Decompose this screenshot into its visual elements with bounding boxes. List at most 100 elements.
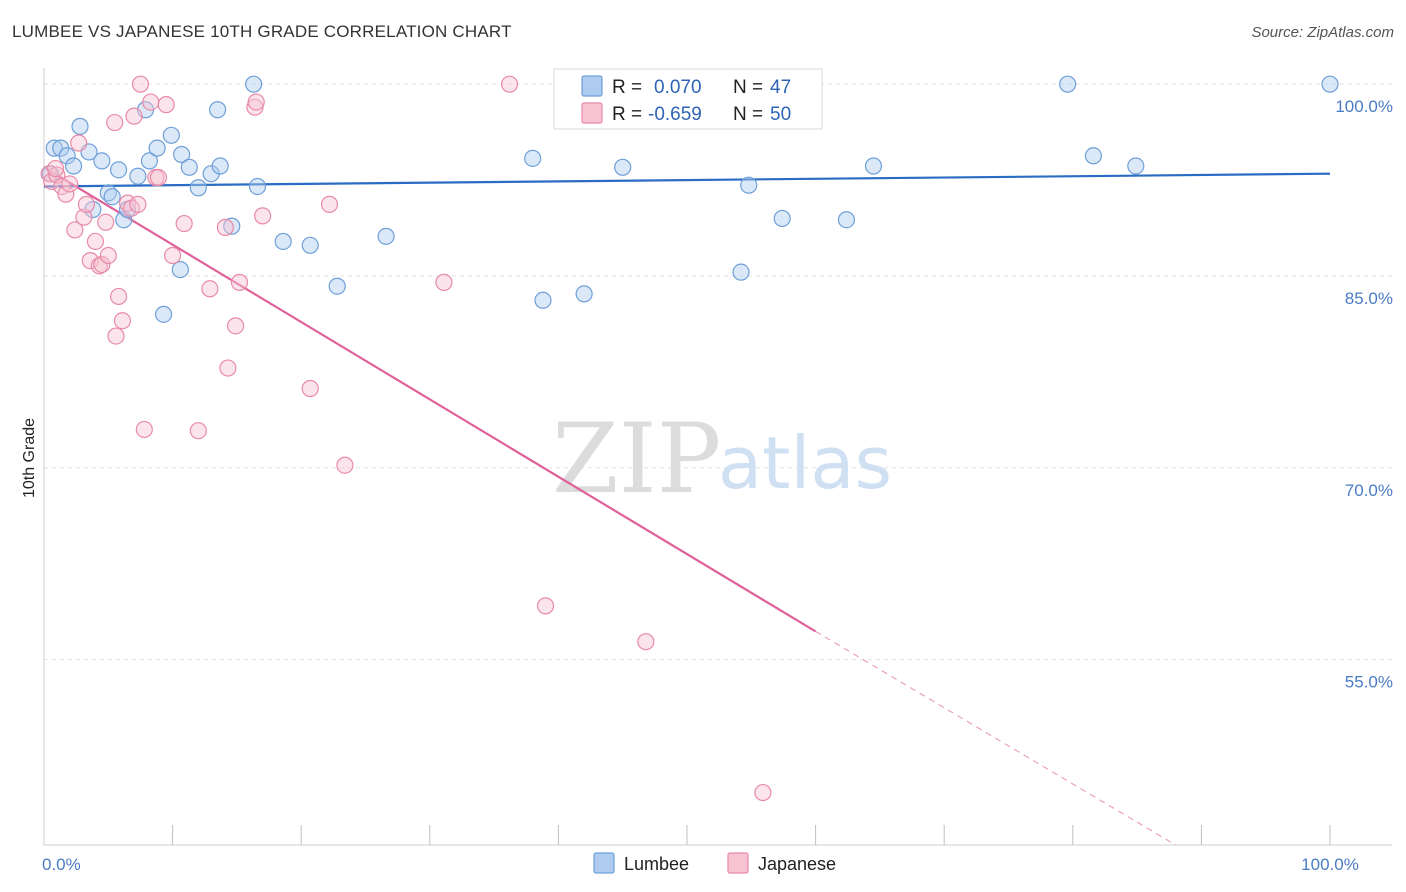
- correlation-legend: R = 0.070 N = 47 R = -0.659 N = 50: [553, 68, 823, 130]
- source-credit: Source: ZipAtlas.com: [1251, 24, 1394, 41]
- data-point-japanese: [70, 134, 88, 152]
- legend-n-label: N =: [733, 77, 763, 98]
- watermark-zip: ZIP: [552, 403, 721, 515]
- data-point-lumbee: [1321, 75, 1339, 93]
- data-point-japanese: [230, 273, 249, 291]
- x-tick-label: 100.0%: [1301, 855, 1359, 874]
- chart-title: LUMBEE VS JAPANESE 10TH GRADE CORRELATIO…: [12, 22, 512, 41]
- trend-line-japanese: [43, 166, 817, 633]
- data-point-japanese: [157, 96, 175, 114]
- data-point-japanese: [336, 456, 354, 474]
- data-point-japanese: [93, 255, 111, 274]
- legend-r-value: 0.070: [654, 77, 702, 98]
- data-point-lumbee: [103, 188, 121, 206]
- data-point-lumbee: [171, 260, 189, 279]
- data-point-japanese: [142, 93, 160, 111]
- data-point-japanese: [247, 93, 265, 111]
- data-point-japanese: [109, 287, 128, 306]
- data-point-lumbee: [534, 291, 552, 309]
- data-point-lumbee: [732, 263, 750, 281]
- data-point-japanese: [46, 159, 65, 178]
- y-axis-title: 10th Grade: [21, 418, 38, 498]
- data-point-lumbee: [1059, 75, 1077, 93]
- y-tick-label: 55.0%: [1345, 673, 1393, 692]
- data-point-japanese: [754, 783, 772, 802]
- data-point-lumbee: [64, 157, 83, 175]
- data-point-japanese: [99, 246, 117, 265]
- axes: [43, 68, 1392, 846]
- data-point-japanese: [536, 597, 555, 615]
- data-point-lumbee: [245, 75, 263, 93]
- x-tick-label: 0.0%: [42, 855, 81, 874]
- trend-line-extension-japanese: [815, 631, 1176, 846]
- data-point-lumbee: [148, 139, 166, 157]
- legend-r-label: R =: [612, 77, 642, 98]
- legend-n-value: 47: [770, 77, 791, 98]
- data-point-japanese: [164, 246, 182, 265]
- data-point-japanese: [637, 633, 655, 651]
- data-point-japanese: [57, 185, 75, 203]
- data-point-lumbee: [524, 149, 542, 167]
- data-point-lumbee: [837, 211, 856, 229]
- data-point-lumbee: [301, 236, 319, 254]
- data-point-lumbee: [93, 152, 111, 170]
- data-point-japanese: [97, 213, 115, 231]
- data-point-japanese: [301, 379, 319, 398]
- legend-swatch-japanese: [581, 102, 603, 124]
- data-point-lumbee: [1127, 157, 1145, 175]
- y-tick-label: 100.0%: [1335, 97, 1393, 116]
- data-point-japanese: [500, 75, 519, 93]
- data-point-lumbee: [773, 209, 791, 228]
- legend-n-label: N =: [733, 104, 763, 125]
- data-points: [40, 75, 1339, 802]
- trend-line-lumbee: [43, 172, 1331, 188]
- data-point-lumbee: [162, 126, 180, 144]
- data-point-japanese: [113, 312, 132, 330]
- data-point-lumbee: [211, 157, 229, 175]
- legend-r-value: -0.659: [648, 104, 702, 125]
- data-point-lumbee: [129, 167, 147, 185]
- data-point-lumbee: [173, 145, 191, 164]
- data-point-lumbee: [140, 152, 159, 170]
- data-point-lumbee: [109, 161, 128, 179]
- data-point-lumbee: [248, 177, 267, 196]
- data-point-japanese: [227, 317, 245, 335]
- data-point-japanese: [107, 327, 125, 345]
- tick-labels: 100.0% 85.0% 70.0% 55.0% 0.0% 100.0%: [42, 97, 1393, 874]
- legend-r-label: R =: [612, 104, 642, 125]
- data-point-japanese: [66, 221, 84, 239]
- data-point-japanese: [135, 420, 153, 439]
- data-point-lumbee: [1084, 147, 1102, 165]
- data-point-lumbee: [45, 139, 63, 157]
- data-point-japanese: [131, 75, 150, 93]
- data-point-lumbee: [377, 227, 395, 245]
- legend-label-lumbee: Lumbee: [624, 854, 689, 874]
- data-point-japanese: [129, 195, 147, 213]
- data-point-lumbee: [740, 176, 758, 194]
- data-point-japanese: [320, 195, 339, 213]
- data-point-lumbee: [223, 217, 241, 235]
- data-point-japanese: [189, 422, 207, 440]
- data-point-lumbee: [189, 179, 207, 197]
- data-point-japanese: [61, 175, 79, 193]
- data-point-lumbee: [614, 158, 632, 176]
- data-point-japanese: [201, 280, 219, 298]
- data-point-lumbee: [575, 285, 593, 303]
- data-point-japanese: [125, 107, 143, 125]
- data-point-lumbee: [864, 157, 883, 175]
- data-point-japanese: [254, 207, 272, 225]
- data-point-japanese: [216, 218, 234, 236]
- legend-swatch-lumbee: [581, 75, 603, 97]
- data-point-japanese: [149, 168, 168, 187]
- legend-swatch-lumbee: [593, 852, 615, 874]
- watermark-atlas: atlas: [718, 421, 892, 505]
- data-point-lumbee: [328, 277, 346, 295]
- data-point-japanese: [435, 273, 453, 291]
- data-point-lumbee: [180, 158, 198, 176]
- trend-lines: [43, 166, 1331, 846]
- series-legend: Lumbee Japanese: [593, 852, 836, 874]
- data-point-japanese: [86, 232, 105, 251]
- data-point-lumbee: [209, 101, 227, 119]
- data-point-lumbee: [274, 232, 292, 251]
